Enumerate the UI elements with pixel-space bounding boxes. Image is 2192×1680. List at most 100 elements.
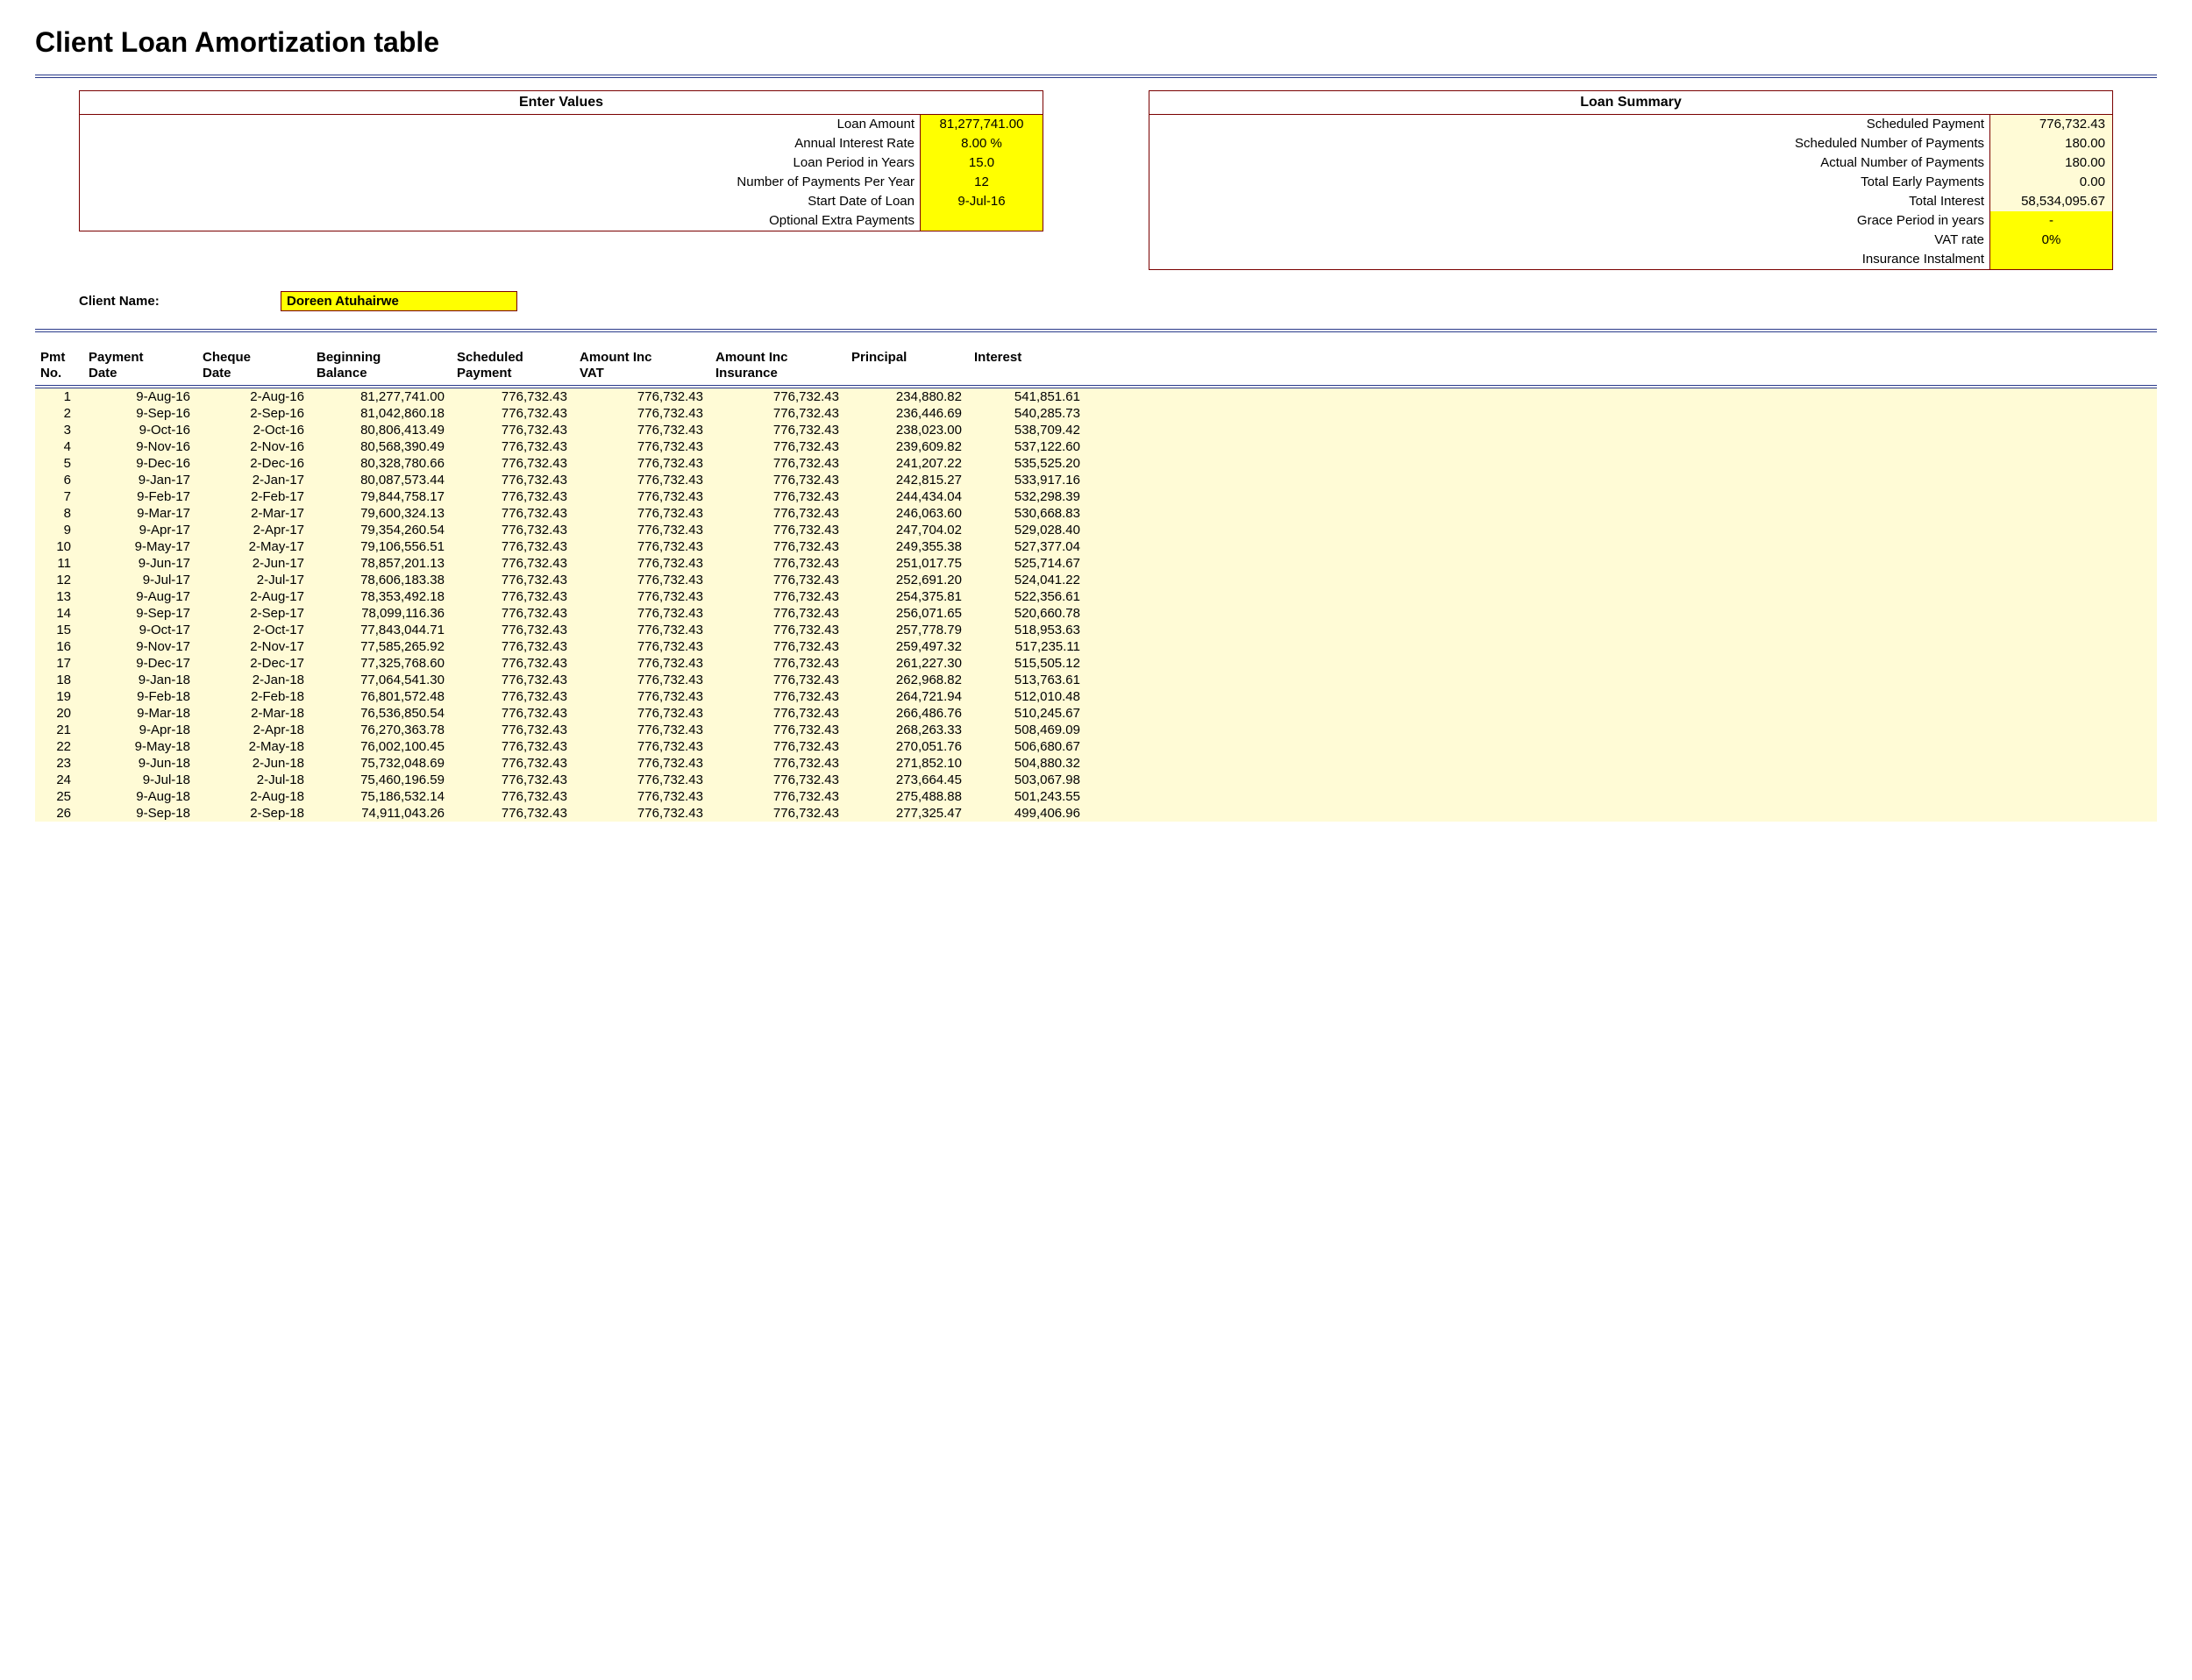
table-cell: 2-Jun-18: [197, 755, 311, 772]
table-cell: 776,732.43: [574, 522, 710, 538]
table-cell: 9-Aug-18: [83, 788, 197, 805]
table-cell: 18: [35, 672, 83, 688]
kv-value: 776,732.43: [1989, 115, 2112, 134]
table-cell: 268,263.33: [846, 722, 969, 738]
client-row: Client Name: Doreen Atuhairwe: [35, 279, 2157, 317]
kv-row: VAT rate0%: [1149, 231, 2112, 250]
table-cell: 5: [35, 455, 83, 472]
table-cell: 241,207.22: [846, 455, 969, 472]
table-cell: 776,732.43: [452, 472, 574, 488]
table-cell: 17: [35, 655, 83, 672]
column-header: BeginningBalance: [311, 350, 452, 381]
table-cell: 2-Sep-17: [197, 605, 311, 622]
table-cell: 259,497.32: [846, 638, 969, 655]
table-cell: 776,732.43: [710, 655, 846, 672]
table-cell: 9-Oct-16: [83, 422, 197, 438]
table-cell: 275,488.88: [846, 788, 969, 805]
table-cell: 242,815.27: [846, 472, 969, 488]
client-name-value[interactable]: Doreen Atuhairwe: [281, 291, 517, 311]
kv-value: 180.00: [1989, 134, 2112, 153]
kv-value[interactable]: 12: [920, 173, 1043, 192]
column-header: Amount IncInsurance: [710, 350, 846, 381]
kv-label: Start Date of Loan: [80, 192, 920, 211]
table-cell: 776,732.43: [452, 438, 574, 455]
table-cell: 2-Jul-18: [197, 772, 311, 788]
table-cell: 776,732.43: [574, 705, 710, 722]
table-row: 99-Apr-172-Apr-1779,354,260.54776,732.43…: [35, 522, 2157, 538]
table-cell: 78,099,116.36: [311, 605, 452, 622]
table-cell: 776,732.43: [710, 522, 846, 538]
loan-summary-heading: Loan Summary: [1149, 91, 2112, 115]
table-cell: 776,732.43: [574, 722, 710, 738]
column-header: Interest: [969, 350, 1087, 381]
table-cell: 506,680.67: [969, 738, 1087, 755]
table-cell: 537,122.60: [969, 438, 1087, 455]
table-cell: 776,732.43: [574, 638, 710, 655]
table-cell: 254,375.81: [846, 588, 969, 605]
table-cell: 234,880.82: [846, 388, 969, 405]
table-cell: 530,668.83: [969, 505, 1087, 522]
table-cell: 6: [35, 472, 83, 488]
table-cell: 249,355.38: [846, 538, 969, 555]
mid-rule: [35, 329, 2157, 332]
column-header: Amount IncVAT: [574, 350, 710, 381]
table-row: 19-Aug-162-Aug-1681,277,741.00776,732.43…: [35, 388, 2157, 405]
table-row: 159-Oct-172-Oct-1777,843,044.71776,732.4…: [35, 622, 2157, 638]
table-cell: 776,732.43: [574, 422, 710, 438]
table-cell: 776,732.43: [574, 772, 710, 788]
table-cell: 75,732,048.69: [311, 755, 452, 772]
kv-row: Scheduled Payment776,732.43: [1149, 115, 2112, 134]
kv-value[interactable]: 8.00 %: [920, 134, 1043, 153]
table-cell: 9-Mar-17: [83, 505, 197, 522]
table-cell: 9-Feb-18: [83, 688, 197, 705]
kv-value[interactable]: [920, 211, 1043, 231]
table-cell: 22: [35, 738, 83, 755]
kv-value[interactable]: 9-Jul-16: [920, 192, 1043, 211]
table-cell: 776,732.43: [710, 455, 846, 472]
kv-label: Annual Interest Rate: [80, 134, 920, 153]
kv-label: Scheduled Number of Payments: [1149, 134, 1989, 153]
kv-value: 180.00: [1989, 153, 2112, 173]
amort-body: 19-Aug-162-Aug-1681,277,741.00776,732.43…: [35, 388, 2157, 822]
kv-value[interactable]: 15.0: [920, 153, 1043, 173]
top-rule: [35, 75, 2157, 78]
table-row: 229-May-182-May-1876,002,100.45776,732.4…: [35, 738, 2157, 755]
table-cell: 264,721.94: [846, 688, 969, 705]
table-cell: 776,732.43: [710, 638, 846, 655]
kv-label: Total Interest: [1149, 192, 1989, 211]
table-cell: 13: [35, 588, 83, 605]
table-cell: 77,843,044.71: [311, 622, 452, 638]
table-cell: 518,953.63: [969, 622, 1087, 638]
table-row: 129-Jul-172-Jul-1778,606,183.38776,732.4…: [35, 572, 2157, 588]
table-cell: 2-Feb-17: [197, 488, 311, 505]
table-cell: 2-Aug-16: [197, 388, 311, 405]
table-cell: 513,763.61: [969, 672, 1087, 688]
column-header: PaymentDate: [83, 350, 197, 381]
table-cell: 75,186,532.14: [311, 788, 452, 805]
table-cell: 2-Aug-18: [197, 788, 311, 805]
table-cell: 776,732.43: [452, 555, 574, 572]
loan-summary-panel: Loan Summary Scheduled Payment776,732.43…: [1149, 90, 2113, 270]
table-cell: 776,732.43: [574, 505, 710, 522]
kv-row: Total Interest58,534,095.67: [1149, 192, 2112, 211]
table-cell: 2-Jun-17: [197, 555, 311, 572]
table-cell: 9-Aug-17: [83, 588, 197, 605]
table-cell: 271,852.10: [846, 755, 969, 772]
table-cell: 9: [35, 522, 83, 538]
table-cell: 2-Nov-17: [197, 638, 311, 655]
table-cell: 9-Jul-17: [83, 572, 197, 588]
column-header: PmtNo.: [35, 350, 83, 381]
table-cell: 9-May-18: [83, 738, 197, 755]
table-row: 199-Feb-182-Feb-1876,801,572.48776,732.4…: [35, 688, 2157, 705]
table-cell: 776,732.43: [574, 472, 710, 488]
table-cell: 776,732.43: [574, 588, 710, 605]
table-cell: 522,356.61: [969, 588, 1087, 605]
table-cell: 776,732.43: [452, 488, 574, 505]
table-cell: 512,010.48: [969, 688, 1087, 705]
table-cell: 9-Nov-16: [83, 438, 197, 455]
kv-value[interactable]: 81,277,741.00: [920, 115, 1043, 134]
table-cell: 257,778.79: [846, 622, 969, 638]
table-cell: 776,732.43: [710, 622, 846, 638]
table-cell: 78,606,183.38: [311, 572, 452, 588]
table-cell: 776,732.43: [710, 555, 846, 572]
